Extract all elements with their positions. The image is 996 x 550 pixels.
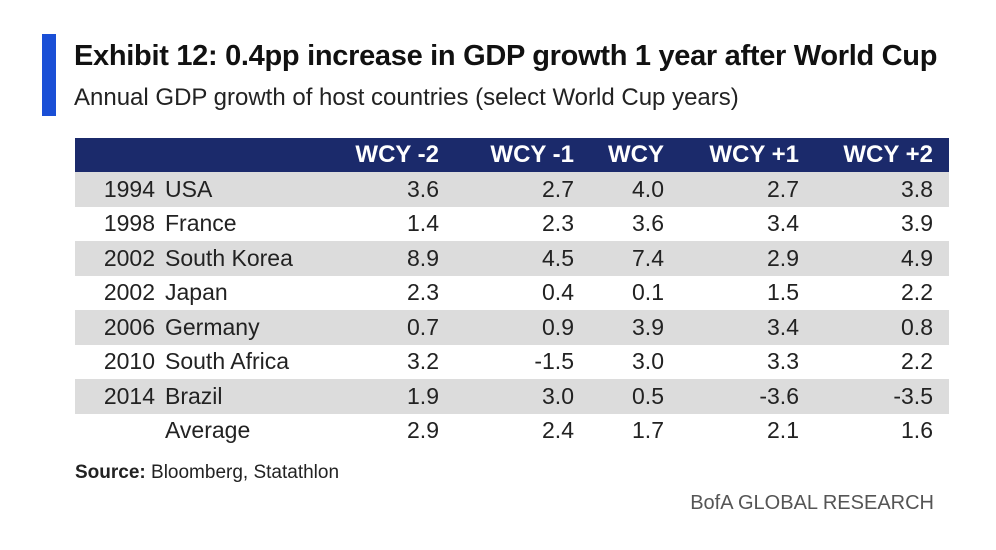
header-year	[75, 138, 165, 172]
table-row: Average 2.9 2.4 1.7 2.1 1.6	[75, 413, 949, 449]
table-cell: 2.3	[407, 279, 439, 306]
exhibit-subtitle: Annual GDP growth of host countries (sel…	[74, 84, 739, 111]
table-header-row: WCY -2 WCY -1 WCY WCY +1 WCY +2	[75, 138, 949, 172]
table-cell: 1.4	[407, 210, 439, 237]
table-cell: 1.7	[632, 417, 664, 444]
row-country: Japan	[165, 279, 228, 306]
row-year: 2002	[103, 279, 155, 306]
table-cell: 3.9	[632, 313, 664, 340]
table-cell: 2.1	[767, 417, 799, 444]
row-year: 2002	[103, 244, 155, 271]
table-cell: 0.7	[407, 313, 439, 340]
table-cell: 7.4	[632, 244, 664, 271]
table-cell: 3.6	[632, 210, 664, 237]
table-cell: 2.9	[407, 417, 439, 444]
row-year: 1994	[103, 175, 155, 202]
table-cell: 4.0	[632, 175, 664, 202]
table-cell: 2.2	[901, 279, 933, 306]
table-row: 1994 USA 3.6 2.7 4.0 2.7 3.8	[75, 172, 949, 207]
row-country: South Africa	[165, 348, 290, 375]
table-cell: 0.5	[632, 382, 664, 409]
row-year: 2010	[103, 348, 155, 375]
row-year: 1998	[103, 210, 155, 237]
table-row: 2014 Brazil 1.9 3.0 0.5 -3.6 -3.5	[75, 379, 949, 414]
column-header: WCY +1	[709, 141, 799, 168]
source-label: Source:	[75, 462, 146, 483]
exhibit-title: Exhibit 12: 0.4pp increase in GDP growth…	[74, 40, 938, 72]
row-year: 2006	[103, 313, 155, 340]
table-cell: 3.4	[767, 210, 799, 237]
table-cell: 1.9	[407, 382, 439, 409]
brand-label: BofA GLOBAL RESEARCH	[690, 492, 934, 514]
row-country: Germany	[165, 313, 260, 340]
table-row: 1998 France 1.4 2.3 3.6 3.4 3.9	[75, 206, 949, 241]
row-country: South Korea	[165, 244, 293, 271]
table-cell: 2.3	[542, 210, 574, 237]
table-cell: -1.5	[534, 348, 574, 375]
header-country	[165, 138, 335, 172]
table-cell: 8.9	[407, 244, 439, 271]
row-country: Average	[165, 417, 251, 444]
table-body: 1994 USA 3.6 2.7 4.0 2.7 3.8 1998 France 1.4 2.3 3.…	[75, 172, 949, 448]
column-header: WCY -2	[355, 141, 439, 168]
table-cell: 2.9	[767, 244, 799, 271]
row-country: USA	[165, 175, 213, 202]
table-cell: 3.3	[767, 348, 799, 375]
table-row: 2010 South Africa 3.2 -1.5 3.0 3.3 2.2	[75, 344, 949, 379]
column-header: WCY	[608, 141, 664, 168]
table-row: 2002 South Korea 8.9 4.5 7.4 2.9 4.9	[75, 241, 949, 276]
table-cell: 4.5	[542, 244, 574, 271]
row-country: Brazil	[165, 382, 223, 409]
gdp-growth-table: WCY -2 WCY -1 WCY WCY +1 WCY +2 1994 USA 3…	[75, 138, 949, 448]
table-cell: -3.6	[759, 382, 799, 409]
table-cell: 1.5	[767, 279, 799, 306]
table-cell: -3.5	[893, 382, 933, 409]
table-cell: 4.9	[901, 244, 933, 271]
table-cell: 2.7	[767, 175, 799, 202]
table-row: 2002 Japan 2.3 0.4 0.1 1.5 2.2	[75, 275, 949, 310]
source-note: Source: Bloomberg, Statathlon	[75, 462, 339, 484]
source-text: Bloomberg, Statathlon	[145, 462, 340, 483]
table-cell: 0.8	[901, 313, 933, 340]
table-cell: 0.4	[542, 279, 574, 306]
table-cell: 3.0	[632, 348, 664, 375]
table-cell: 1.6	[901, 417, 933, 444]
table-cell: 3.0	[542, 382, 574, 409]
row-year: 2014	[103, 382, 155, 409]
table-cell: 2.7	[542, 175, 574, 202]
table-cell: 3.2	[407, 348, 439, 375]
column-header: WCY +2	[843, 141, 933, 168]
table-cell: 0.1	[632, 279, 664, 306]
row-country: France	[165, 210, 237, 237]
table-cell: 3.8	[901, 175, 933, 202]
accent-bar	[42, 34, 56, 116]
table-cell: 3.9	[901, 210, 933, 237]
table-cell: 3.6	[407, 175, 439, 202]
table-row: 2006 Germany 0.7 0.9 3.9 3.4 0.8	[75, 310, 949, 345]
table-cell: 3.4	[767, 313, 799, 340]
table-cell: 0.9	[542, 313, 574, 340]
table-cell: 2.4	[542, 417, 574, 444]
row-year	[75, 414, 165, 449]
table-cell: 2.2	[901, 348, 933, 375]
column-header: WCY -1	[490, 141, 574, 168]
